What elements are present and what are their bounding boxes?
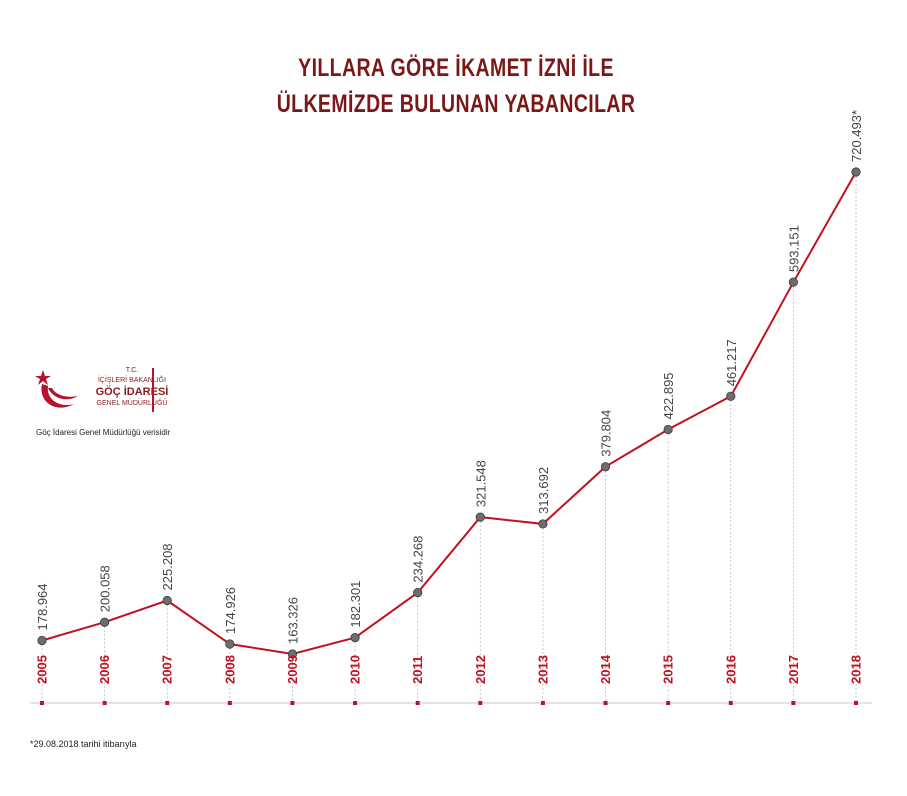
logo: T.C. İÇİŞLERİ BAKANLIĞI GÖÇ İDARESİ GENE… [34, 366, 204, 426]
data-label: 174.926 [223, 587, 238, 634]
data-point [100, 617, 110, 627]
drop-lines [41, 172, 857, 703]
x-tick-label: 2009 [285, 655, 300, 684]
data-label: 225.208 [160, 543, 175, 590]
data-point [413, 588, 423, 598]
x-axis-tick [290, 701, 295, 705]
x-tick-label: 2013 [535, 655, 550, 684]
x-axis-tick [478, 701, 483, 705]
logo-agency: GÖÇ İDARESİ [95, 386, 169, 398]
data-label: 461.217 [724, 339, 739, 386]
x-axis-tick [854, 701, 858, 705]
x-tick-label: 2011 [410, 656, 425, 684]
x-tick-label: 2018 [849, 655, 864, 684]
data-label: 163.326 [285, 597, 300, 644]
x-tick-label: 2017 [786, 655, 801, 684]
data-label: 379.804 [599, 410, 614, 457]
x-axis-tick [603, 701, 608, 705]
data-point [600, 462, 611, 472]
logo-divider [152, 368, 154, 412]
x-axis-tick [40, 701, 44, 705]
x-axis-tick [165, 701, 170, 705]
logo-ministry: İÇİŞLERİ BAKANLIĞI [97, 377, 167, 384]
data-point [726, 391, 736, 401]
x-tick-label: 2007 [160, 655, 175, 684]
x-tick-label: 2014 [598, 654, 613, 684]
x-axis-tick [415, 701, 420, 705]
logo-tc: T.C. [125, 367, 139, 374]
x-tick-label: 2016 [723, 655, 738, 684]
x-axis-tick [540, 701, 545, 705]
data-point [538, 519, 548, 529]
data-label: 720.493* [849, 110, 864, 162]
source-note: Göç İdaresi Genel Müdürlüğü verisidir [36, 428, 171, 437]
x-tick-labels: 2005 2006 2007 2008 2009 2010 2011 2012 2013 2014… [35, 654, 864, 684]
x-axis-ticks [40, 701, 858, 705]
footnote: *29.08.2018 tarihi itibarıyla [30, 739, 137, 749]
data-label: 178.964 [35, 583, 50, 630]
x-tick-label: 2008 [222, 655, 237, 684]
data-labels: 178.964 200.058 225.208 174.926 163.326 182.3… [35, 110, 864, 644]
data-label: 200.058 [98, 565, 113, 612]
data-point [162, 595, 172, 606]
data-label: 313.692 [536, 467, 551, 514]
series-line [41, 171, 857, 656]
logo-directorate: GENEL MÜDÜRLÜĞÜ [96, 400, 168, 407]
data-label: 182.301 [348, 581, 363, 628]
x-axis-tick [102, 701, 107, 705]
data-point [37, 635, 47, 646]
data-point [287, 649, 298, 659]
data-point [225, 639, 235, 649]
x-axis-tick [353, 701, 358, 705]
logo-text: T.C. İÇİŞLERİ BAKANLIĞI GÖÇ İDARESİ GENE… [82, 366, 182, 409]
data-markers [37, 167, 861, 659]
chart-title-line-2: ÜLKEMİZDE BULUNAN YABANCILAR [276, 90, 636, 118]
data-label: 234.268 [411, 536, 426, 583]
data-point [350, 632, 360, 643]
chart-title: YILLARA GÖRE İKAMET İZNİ İLE ÜLKEMİZDE B… [102, 50, 809, 122]
data-label: 422.895 [661, 372, 676, 419]
x-axis-tick [666, 701, 671, 705]
x-tick-label: 2005 [35, 655, 50, 684]
data-point [475, 512, 485, 522]
x-tick-label: 2006 [97, 655, 112, 684]
data-point [663, 424, 673, 435]
x-tick-label: 2012 [473, 655, 488, 684]
crescent-star-logo-icon [35, 370, 78, 408]
x-tick-label: 2015 [661, 655, 676, 684]
data-label: 321.548 [473, 460, 488, 507]
x-axis-tick [791, 701, 796, 705]
chart-title-line-1: YILLARA GÖRE İKAMET İZNİ İLE [298, 54, 614, 82]
data-point [851, 167, 861, 177]
x-tick-label: 2010 [348, 655, 363, 684]
x-axis-tick [728, 701, 733, 705]
data-point [788, 277, 798, 287]
x-axis-tick [227, 701, 232, 705]
data-label: 593.151 [786, 225, 801, 272]
